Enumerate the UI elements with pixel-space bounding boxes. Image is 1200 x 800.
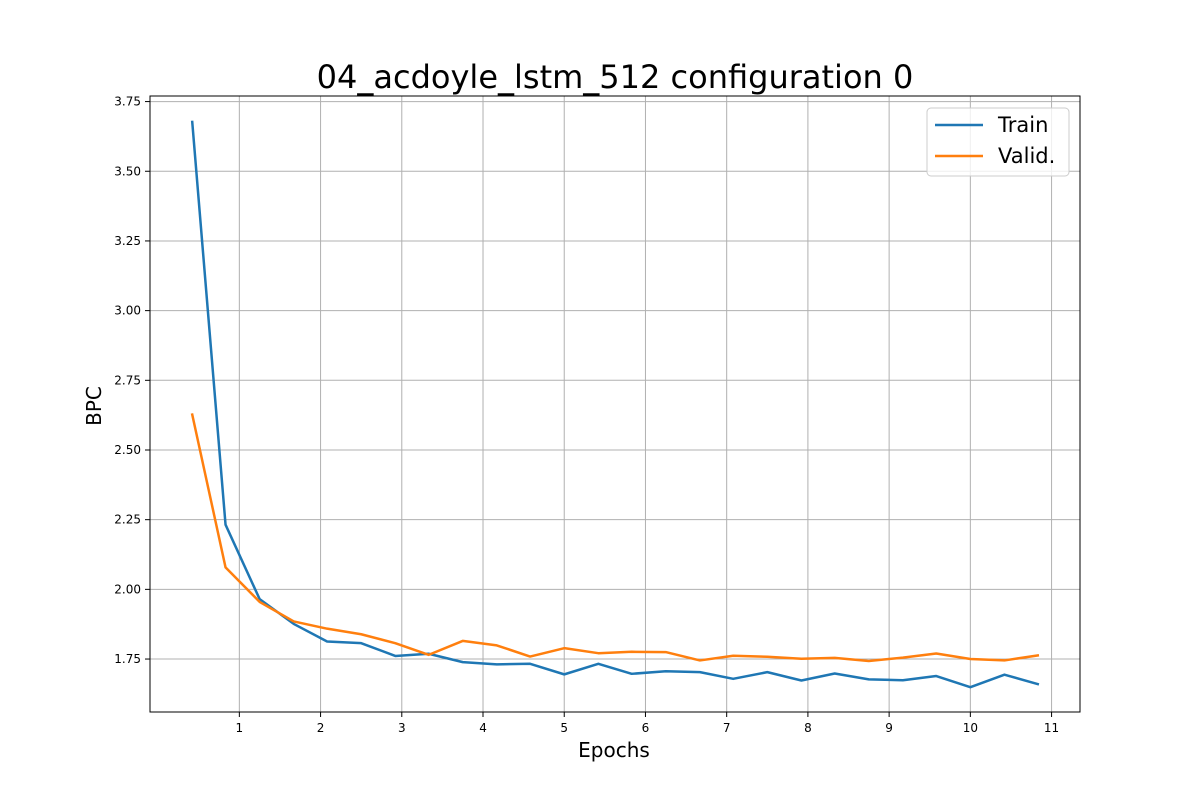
tick-layer: 1 2 3 4 5 6 7 8 9 10 11 1.75 2.00 2.25 2.50 2.75 3.00 3.2… <box>114 95 1059 735</box>
x-tick-label: 4 <box>479 721 487 735</box>
series-line-train <box>190 120 1040 689</box>
axes-layer <box>149 95 1081 713</box>
y-tick-label: 2.50 <box>114 443 141 457</box>
y-tick-label: 2.00 <box>114 582 141 596</box>
y-tick-label: 2.25 <box>114 513 141 527</box>
x-tick-label: 11 <box>1044 721 1059 735</box>
x-tick-label: 1 <box>236 721 244 735</box>
x-axis-label: Epochs <box>578 738 650 762</box>
x-tick-label: 9 <box>885 721 893 735</box>
series-layer <box>190 120 1040 689</box>
y-tick-label: 3.75 <box>114 95 141 109</box>
x-tick-label: 5 <box>560 721 568 735</box>
y-tick-label: 3.25 <box>114 234 141 248</box>
x-tick-label: 7 <box>723 721 731 735</box>
y-tick-label: 3.50 <box>114 164 141 178</box>
grid-layer <box>150 96 1080 712</box>
y-tick-label: 1.75 <box>114 652 141 666</box>
chart-title: 04_acdoyle_lstm_512 configuration 0 <box>317 58 914 96</box>
y-axis-label: BPC <box>82 386 106 426</box>
plot-frame <box>149 95 1081 713</box>
y-tick-label: 2.75 <box>114 373 141 387</box>
x-tick-label: 3 <box>398 721 406 735</box>
y-tick-label: 3.00 <box>114 304 141 318</box>
x-tick-label: 10 <box>963 721 978 735</box>
x-tick-label: 2 <box>317 721 325 735</box>
series-line-valid <box>190 413 1040 663</box>
x-tick-label: 6 <box>642 721 650 735</box>
legend-label: Train <box>997 113 1048 137</box>
legend-label: Valid. <box>998 144 1055 168</box>
x-tick-label: 8 <box>804 721 812 735</box>
legend: Train Valid. <box>926 107 1070 177</box>
